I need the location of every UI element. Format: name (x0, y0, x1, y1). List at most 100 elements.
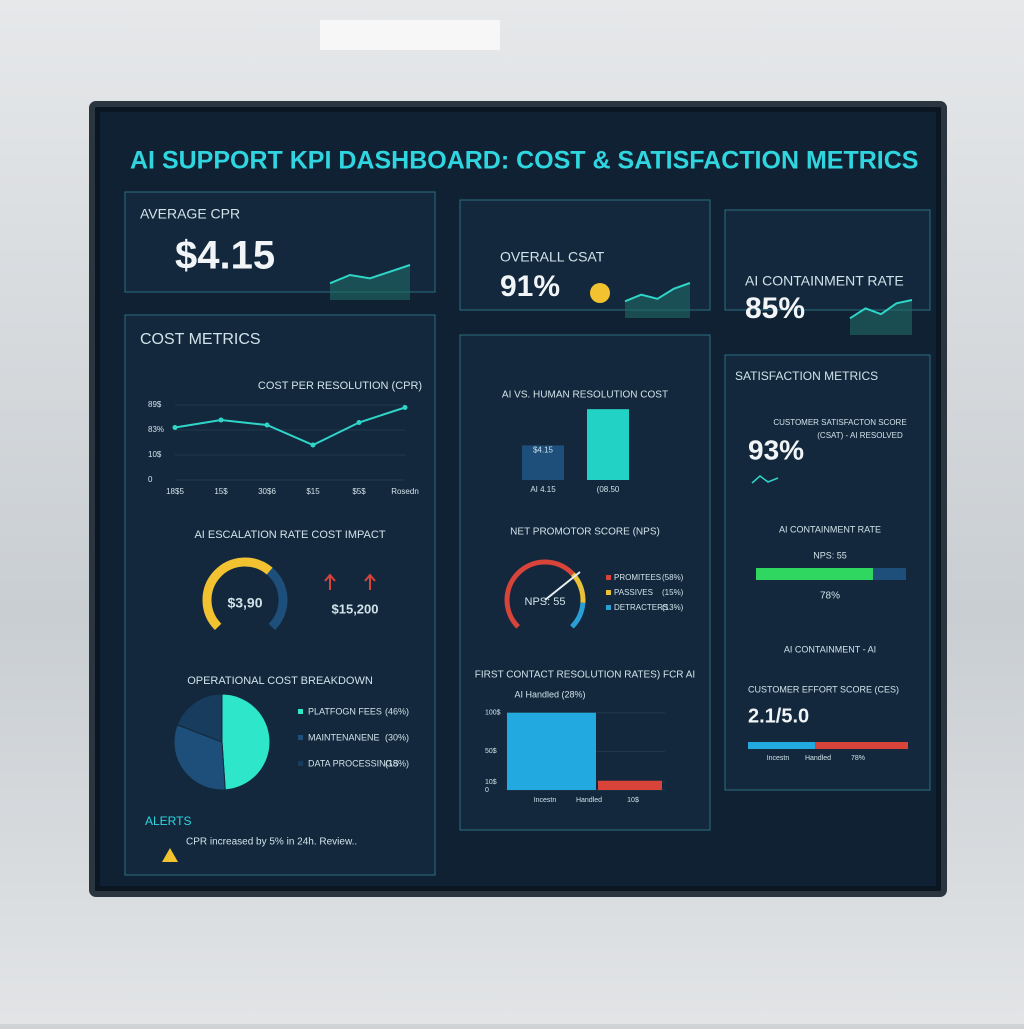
cpr-point (356, 420, 362, 425)
x-tick-label: (08.50 (597, 485, 620, 494)
x-tick-label: 78% (851, 755, 865, 762)
legend-value: (58%) (662, 573, 684, 582)
ces-score (748, 742, 816, 749)
legend-swatch (606, 575, 611, 580)
y-tick-label: 89$ (148, 400, 162, 409)
impact-value: $15,200 (332, 601, 379, 616)
bar (507, 712, 596, 790)
cpr-point (310, 442, 316, 448)
legend-value: (13%) (662, 603, 684, 612)
x-tick-label: 15$ (214, 487, 228, 496)
dashboard-title: AI SUPPORT KPI DASHBOARD: COST & SATISFA… (130, 147, 918, 175)
pie-slice (221, 693, 271, 791)
alert-message: CPR increased by 5% in 24h. Review.. (186, 837, 357, 848)
chart-title: FIRST CONTACT RESOLUTION RATES) FCR AI (475, 670, 695, 681)
cpr-point (402, 405, 408, 410)
pie-slice (173, 724, 226, 791)
x-tick-label: $5$ (352, 487, 366, 496)
kpi-value: 91% (500, 270, 560, 303)
pie-slice (176, 693, 223, 743)
legend-label: PASSIVES (614, 588, 653, 597)
kpi-sparkline (329, 264, 411, 285)
metric-label: CUSTOMER SATISFACTON SCORE (773, 418, 906, 427)
legend-label: MAINTENANENE (308, 732, 380, 742)
kpi-label: AI CONTAINMENT RATE (745, 273, 904, 289)
metric-label: NPS: 55 (813, 550, 847, 560)
legend-value: (46%) (385, 706, 409, 716)
y-tick-label: 10$ (485, 779, 497, 786)
x-tick-label: Incestn (767, 755, 790, 762)
legend-swatch (606, 605, 611, 610)
legend-label: DATA PROCESSINGS (308, 758, 399, 768)
x-tick-label: Incestn (534, 797, 557, 804)
progress-fill (756, 568, 873, 580)
emoji (590, 283, 610, 303)
legend-swatch (298, 761, 303, 766)
y-tick-label: 83% (148, 425, 164, 434)
progress-label: 78% (820, 591, 840, 602)
gauge-segment (570, 602, 586, 629)
cpr-point (264, 422, 270, 428)
kpi-area (625, 283, 690, 318)
chart-title: COST PER RESOLUTION (CPR) (258, 380, 422, 392)
up-arrow (324, 573, 336, 590)
metric-label: CUSTOMER EFFORT SCORE (CES) (748, 684, 899, 694)
gauge-needle (544, 571, 581, 601)
legend-swatch (606, 590, 611, 595)
kpi-sparkline (849, 299, 913, 320)
cpr-point (218, 417, 224, 423)
chart-title: OPERATIONAL COST BREAKDOWN (187, 675, 373, 687)
kpi-value: $4.15 (175, 234, 275, 278)
x-tick-label: $15 (306, 487, 320, 496)
kpi-sparkline (624, 282, 691, 303)
legend-value: (30%) (385, 732, 409, 742)
kpi-label: OVERALL CSAT (500, 249, 605, 265)
up-arrow (364, 573, 376, 590)
gauge-value-text: $3,90 (227, 595, 262, 611)
chart-title: AI ESCALATION RATE COST IMPACT (194, 529, 385, 541)
mini-spark (751, 475, 779, 484)
kpi-label: AVERAGE CPR (140, 206, 240, 222)
chart-subtitle: AI Handled (28%) (514, 689, 585, 699)
kpi-area (330, 265, 410, 300)
y-tick-label: 50$ (485, 748, 497, 755)
y-tick-label: 100$ (485, 710, 501, 717)
legend-label: PROMITEES (614, 573, 661, 582)
x-tick-label: Handled (576, 797, 602, 804)
legend-swatch (298, 735, 303, 740)
alerts-title: ALERTS (145, 814, 191, 828)
kpi-card (724, 209, 931, 311)
legend-swatch (298, 709, 303, 714)
bar (598, 780, 662, 790)
bar (522, 445, 564, 480)
x-tick-label: 10$ (627, 797, 639, 804)
x-tick-label: Handled (805, 755, 831, 762)
metric-label: AI CONTAINMENT - AI (784, 644, 876, 654)
panel-title: COST METRICS (140, 331, 261, 348)
metric-value: 2.1/5.0 (748, 705, 809, 727)
ceiling-light (320, 20, 500, 50)
legend-value: (18%) (385, 758, 409, 768)
cpr-line (174, 406, 406, 447)
metric-label: AI CONTAINMENT RATE (779, 524, 881, 534)
nps-score: NPS: 55 (525, 596, 566, 608)
warning-icon (162, 848, 178, 862)
gauge-value (202, 557, 273, 631)
metric-label: (CSAT) - AI RESOLVED (817, 431, 903, 440)
legend-label: PLATFOGN FEES (308, 706, 382, 716)
y-tick-label: 10$ (148, 450, 162, 459)
ces-remainder (815, 742, 908, 749)
gauge-segment (504, 559, 575, 629)
x-tick-label: 30$6 (258, 487, 276, 496)
x-tick-label: Rosedn (391, 487, 419, 496)
legend-label: DETRACTERS (614, 603, 668, 612)
kpi-value: 85% (745, 292, 805, 325)
y-tick-label: 0 (148, 475, 153, 484)
y-tick-label: 0 (485, 787, 489, 794)
x-tick-label: 18$5 (166, 487, 184, 496)
bar-label: $4.15 (533, 446, 554, 455)
panel-title: SATISFACTION METRICS (735, 369, 878, 383)
bar (587, 409, 629, 480)
cpr-point (172, 425, 178, 430)
